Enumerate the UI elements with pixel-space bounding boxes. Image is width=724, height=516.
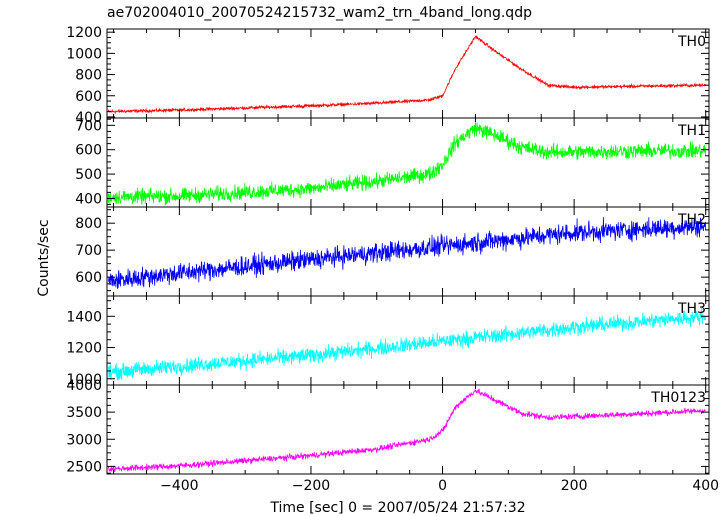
chart-panels: 400 600 800 1000 1200 TH0 400 500 600 700 TH1 600 70… [66, 25, 719, 494]
series-line-th0123 [107, 388, 706, 472]
panel-label-th3: TH3 [677, 301, 706, 317]
panel-label-th2: TH2 [677, 212, 706, 228]
y-axis-title: Counts/sec [36, 219, 52, 296]
y-tick-label: 600 [75, 89, 102, 105]
x-tick-label: 400 [692, 478, 719, 494]
x-tick-label: −400 [160, 478, 198, 494]
y-tick-label: 3000 [66, 432, 102, 448]
y-tick-label: 400 [75, 191, 102, 207]
y-tick-label: 1400 [66, 309, 102, 325]
y-tick-label: 2500 [66, 459, 102, 475]
series-line-th1 [107, 121, 707, 207]
y-tick-label: 1000 [66, 372, 102, 388]
x-tick-label: −200 [292, 478, 330, 494]
y-tick-label: 1000 [66, 46, 102, 62]
x-tick-label: 0 [438, 478, 447, 494]
y-tick-label: 500 [75, 167, 102, 183]
panel-frame [106, 384, 710, 475]
y-tick-label: 1200 [66, 25, 102, 41]
y-tick-label: 700 [75, 118, 102, 134]
panel-label-th0123: TH0123 [650, 390, 706, 406]
y-tick-label: 800 [75, 68, 102, 84]
x-tick-label: 200 [561, 478, 588, 494]
y-tick-label: 700 [75, 243, 102, 259]
x-axis-title: Time [sec] 0 = 2007/05/24 21:57:32 [269, 500, 525, 516]
y-tick-label: 3500 [66, 405, 102, 421]
series-line-th2 [107, 217, 707, 289]
series-line-th0 [107, 35, 707, 115]
panel-th0: 400 600 800 1000 1200 TH0 [66, 25, 710, 126]
panel-th0123: 2500 3000 3500 4000 TH0123 [66, 378, 710, 475]
y-tick-label: 1200 [66, 341, 102, 357]
panel-th1: 400 500 600 700 TH1 [75, 117, 710, 208]
panel-frame [106, 28, 710, 119]
y-tick-label: 600 [75, 270, 102, 286]
chart-title: ae702004010_20070524215732_wam2_trn_4ban… [107, 5, 532, 21]
panel-th3: 1000 1200 1400 TH3 [66, 295, 710, 388]
y-tick-label: 400 [75, 110, 102, 126]
panel-th2: 600 700 800 TH2 [75, 206, 710, 297]
y-tick-label: 800 [75, 216, 102, 232]
panel-frame [106, 295, 710, 386]
panel-label-th0: TH0 [677, 34, 706, 50]
y-tick-label: 4000 [66, 378, 102, 394]
y-tick-label: 600 [75, 143, 102, 159]
series-line-th3 [107, 308, 707, 381]
panel-label-th1: TH1 [677, 123, 706, 139]
